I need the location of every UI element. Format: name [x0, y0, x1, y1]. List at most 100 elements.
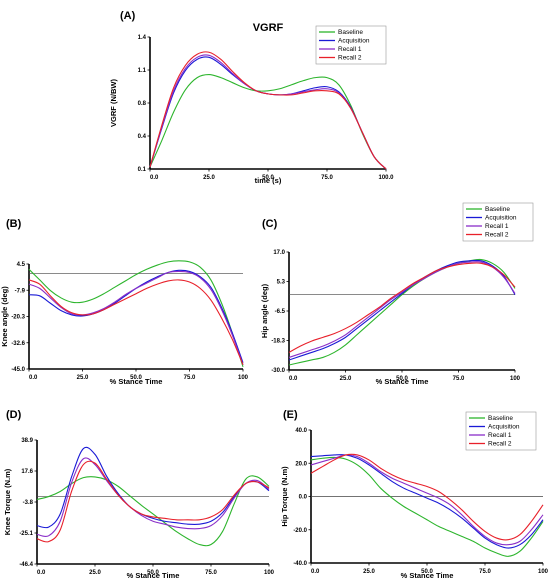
x-tick-label: 50.0: [421, 569, 433, 575]
panel-hip-torque: (E) 0.0 25.0 50.0 75.0 100 -40.0 -20.0 0.0 20.0 40…: [280, 409, 549, 580]
panel-label: (E): [283, 409, 298, 421]
x-tick-label: 0.0: [311, 569, 320, 575]
x-tick-label: 100: [510, 376, 521, 382]
y-axis-label: Hip angle (deg): [260, 283, 269, 338]
series-line-recall-1: [149, 54, 387, 170]
x-tick-label: 0.0: [29, 375, 38, 381]
series-line-recall-2: [28, 279, 244, 365]
y-tick-label: -7.9: [15, 288, 26, 294]
series-line-recall-1: [288, 261, 516, 358]
series-line-recall-2: [310, 453, 544, 541]
legend-entry: Recall 2: [485, 232, 509, 239]
series-line-baseline: [288, 258, 516, 366]
y-axis-label: Hip Torque (N.m): [280, 466, 289, 527]
y-tick-label: -20.0: [293, 528, 307, 534]
x-tick-label: 75.0: [321, 175, 333, 181]
series-line-recall-2: [36, 460, 270, 543]
x-tick-label: 25.0: [77, 375, 89, 381]
x-tick-label: 50.0: [130, 375, 142, 381]
panel-vgrf: (A) VGRF 0.0 25.0 50.0 75.0 100.0 0.1 0.4 0.8 1.1 1…: [109, 10, 394, 185]
x-tick-label: 75.0: [205, 570, 217, 576]
y-tick-label: -25.1: [19, 531, 33, 537]
y-tick-label: -18.3: [271, 339, 285, 345]
y-axis-label: Knee Torque (N.m): [3, 468, 12, 535]
panel-label: (A): [120, 10, 136, 22]
legend-entry: Acquisition: [485, 215, 517, 222]
y-tick-label: -30.0: [271, 368, 285, 374]
y-axis-label: VGRF (N/BW): [109, 79, 118, 127]
series-line-baseline: [28, 260, 244, 368]
y-tick-label: 0.1: [138, 167, 147, 173]
x-tick-label: 50.0: [262, 175, 274, 181]
series-line-recall-1: [28, 270, 244, 365]
x-tick-label: 75.0: [184, 375, 196, 381]
series-line-acquisition: [149, 56, 387, 170]
panel-label: (D): [6, 409, 22, 421]
y-tick-label: 0.8: [138, 101, 147, 107]
y-tick-label: -46.4: [19, 562, 33, 568]
y-tick-label: -45.0: [11, 367, 25, 373]
x-tick-label: 100.0: [378, 175, 394, 181]
legend-entry: Recall 1: [338, 46, 362, 53]
x-tick-label: 75.0: [479, 569, 491, 575]
y-tick-label: 5.3: [277, 280, 286, 286]
y-tick-label: 40.0: [295, 428, 307, 434]
series-line-baseline: [36, 475, 270, 547]
y-tick-label: 1.4: [138, 35, 147, 41]
legend-entry: Recall 1: [485, 223, 509, 230]
y-axis-label: Knee angle (deg): [0, 286, 9, 347]
y-tick-label: 1.1: [138, 68, 147, 74]
series-line-acquisition: [28, 269, 244, 363]
series-line-acquisition: [36, 446, 270, 529]
y-tick-label: 20.0: [295, 461, 307, 467]
series-line-acquisition: [310, 454, 544, 549]
legend-entry: Baseline: [338, 29, 363, 36]
legend-entry: Baseline: [488, 415, 513, 422]
panel-knee-angle: (B) 0.0 25.0 50.0 75.0 100 -45.0 -32.6 -20.3 -7.9…: [0, 218, 249, 386]
x-tick-label: 25.0: [89, 570, 101, 576]
x-axis-label: time (s): [255, 176, 282, 185]
panel-hip-angle: (C) 0.0 25.0 50.0 75.0 100 -30.0 -18.3 -6.5 5.3 17…: [260, 202, 534, 386]
y-tick-label: -3.8: [23, 500, 34, 506]
legend-entry: Recall 2: [488, 441, 512, 448]
y-tick-label: 0.0: [299, 495, 308, 501]
legend-entry: Acquisition: [338, 38, 370, 45]
legend-entry: Baseline: [485, 206, 510, 213]
panels: (A) VGRF 0.0 25.0 50.0 75.0 100.0 0.1 0.4 0.8 1.1 1…: [0, 10, 549, 580]
x-tick-label: 50.0: [396, 376, 408, 382]
y-tick-label: 0.4: [138, 134, 147, 140]
y-tick-label: 17.0: [273, 250, 285, 256]
x-axis-label: % Stance Time: [127, 571, 180, 580]
y-tick-label: 38.9: [21, 438, 33, 444]
y-tick-label: -6.5: [275, 309, 286, 315]
legend-entry: Recall 2: [338, 55, 362, 62]
y-tick-label: 17.6: [21, 469, 33, 475]
x-tick-label: 25.0: [363, 569, 375, 575]
series-line-acquisition: [288, 259, 516, 361]
series-line-recall-2: [149, 51, 387, 170]
x-tick-label: 75.0: [453, 376, 465, 382]
x-tick-label: 0.0: [37, 570, 46, 576]
series-line-recall-2: [288, 262, 516, 353]
x-tick-label: 50.0: [147, 570, 159, 576]
series-line-recall-1: [36, 457, 270, 538]
legend-entry: Recall 1: [488, 432, 512, 439]
legend-entry: Acquisition: [488, 424, 520, 431]
series-line-recall-1: [310, 454, 544, 546]
x-axis-label: % Stance Time: [110, 377, 163, 386]
x-tick-label: 100: [538, 569, 549, 575]
panel-knee-torque: (D) 0.0 25.0 50.0 75.0 100 -46.4 -25.1 -3.8 17.6 3…: [3, 409, 275, 580]
chart-title: VGRF: [253, 22, 284, 34]
x-axis-label: % Stance Time: [401, 571, 454, 580]
x-tick-label: 100: [238, 375, 249, 381]
series-line-baseline: [310, 456, 544, 557]
x-tick-label: 0.0: [289, 376, 298, 382]
y-tick-label: -32.6: [11, 341, 25, 347]
y-tick-label: 4.5: [17, 262, 26, 268]
y-tick-label: -40.0: [293, 561, 307, 567]
panel-label: (B): [6, 218, 22, 230]
x-tick-label: 25.0: [340, 376, 352, 382]
